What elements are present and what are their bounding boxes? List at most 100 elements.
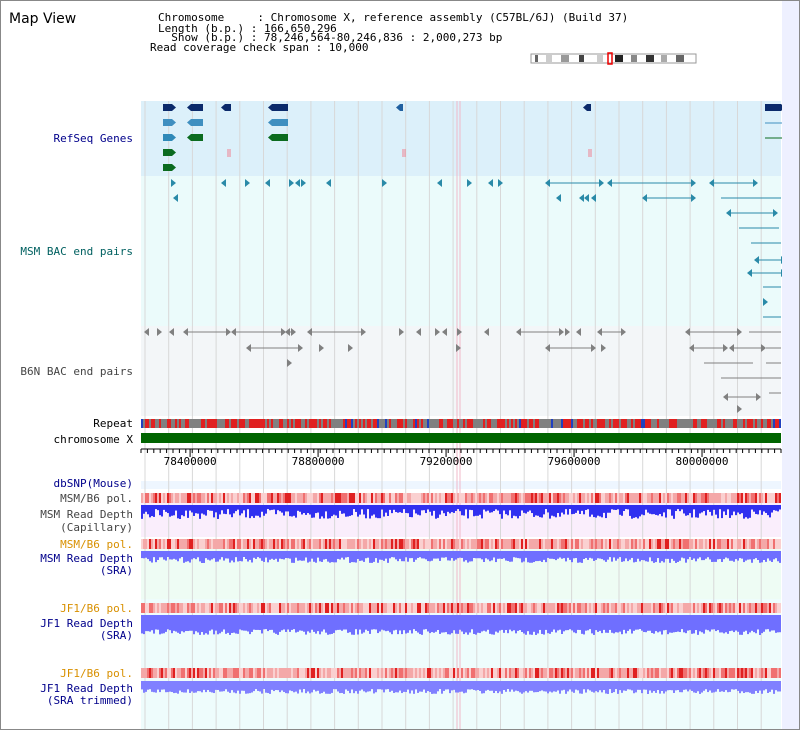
jf1-b6-pol-bar [271,603,273,613]
msm-b6-pol-bar [469,493,471,503]
repeat-element [259,419,261,428]
msm-b6-pol-bar [551,493,553,503]
jf1-sra-depth-bar [255,615,257,630]
jf1-sra-depth-bar [315,615,317,634]
msm-b6-pol-bar [777,493,779,503]
jf1-sra-trim-depth-bar [749,681,751,693]
msm-capillary-depth-bar [615,505,617,510]
repeat-element [313,419,315,428]
jf1-sra-depth-bar [747,615,749,635]
jf1-b6-pol-trim-bar [191,668,193,678]
jf1-b6-pol-trim-bar [639,668,641,678]
jf1-b6-pol-bar [333,603,335,613]
jf1-sra-depth-bar [161,615,163,634]
msm-capillary-depth-bar [415,505,417,514]
jf1-sra-depth-bar [471,615,473,630]
msm-b6-pol-sra-bar [291,539,293,549]
msm-b6-pol-bar [485,493,487,503]
msm-capillary-depth-bar [681,505,683,510]
msm-b6-pol-bar [767,493,769,503]
jf1-b6-pol-trim-bar [365,668,367,678]
msm-b6-pol-sra-bar [363,539,365,549]
jf1-sra-trim-depth-bar [415,681,417,690]
msm-b6-pol-bar [669,493,671,503]
repeat-element [389,419,391,428]
msm-b6-pol-bar [553,493,555,503]
repeat-element [779,419,781,428]
jf1-b6-pol-trim-bar [569,668,571,678]
dbsnp-label[interactable]: dbSNP(Mouse) [53,477,133,490]
msm-bac-end [437,179,442,187]
jf1-b6-pol-trim-bar [591,668,593,678]
msm-capillary-depth-bar [535,505,537,516]
msm-b6-pol-bar [605,493,607,503]
jf1-b6-pol-trim-bar [301,668,303,678]
jf1-b6-pol-trim-bar [251,668,253,678]
msm-capillary-depth-bar [657,505,659,516]
refseq-genes-label[interactable]: RefSeq Genes [53,132,133,145]
msm-capillary-depth-bar [689,505,691,514]
jf1-sra-trim-depth-bar [209,681,211,692]
refseq-gene-arrow [268,104,272,111]
b6n-bac-label[interactable]: B6N BAC end pairs [20,365,133,378]
jf1-sra-trim-depth-bar [671,681,673,691]
repeat-element [767,419,769,428]
msm-bac-label[interactable]: MSM BAC end pairs [20,245,133,258]
jf1-sra-trim-depth-bar [575,681,577,690]
b6n-bac-pair-end [689,344,694,352]
jf1-sra-trim-depth-bar [609,681,611,690]
msm-b6-pol-sra-bar [479,539,481,549]
jf1-sra-depth-bar [613,615,615,634]
refseq-gene-arrow [268,134,272,141]
repeat-element [375,419,377,428]
msm-bac-end [295,179,300,187]
msm-sra-depth-bar [427,551,429,562]
jf1-b6-pol-trim-bar [627,668,629,678]
jf1-sra-trim-depth-bar [657,681,659,691]
jf1-b6-pol-bar [443,603,445,613]
jf1-b6-pol-bar [663,603,665,613]
msm-sra-depth-bar [497,551,499,559]
jf1-b6-pol-bar [553,603,555,613]
repeat-element [209,419,211,428]
jf1-b6-pol-trim-bar [641,668,643,678]
jf1-b6-pol-bar [241,603,243,613]
jf1-sra-depth-bar [573,615,575,633]
jf1-sra-depth-bar [589,615,591,630]
msm-sra-depth-bar [217,551,219,562]
jf1-sra-depth-bar [759,615,761,635]
msm-b6-pol-bar [301,493,303,503]
jf1-sra-depth-bar [495,615,497,632]
jf1-sra-trim-depth-bar [285,681,287,694]
msm-capillary-depth-bar [281,505,283,513]
msm-capillary-depth-bar [257,505,259,516]
msm-sra-depth-bar [469,551,471,562]
msm-b6-pol-sra-bar [627,539,629,549]
jf1-b6-pol-bar [253,603,255,613]
jf1-sra-trim-depth-bar [467,681,469,690]
msm-capillary-depth-bar [559,505,561,517]
jf1-sra-trim-depth-bar [407,681,409,690]
msm-capillary-depth-bar [763,505,765,512]
jf1-sra-depth-bar [343,615,345,630]
jf1-sra-depth-bar [273,615,275,633]
msm-capillary-depth-bar [717,505,719,519]
jf1-b6-pol-trim-bar [743,668,745,678]
jf1-sra-trim-depth-bar [381,681,383,690]
jf1-sra-trim-depth-bar [517,681,519,692]
msm-sra-depth-bar [335,551,337,563]
jf1-b6-pol-trim-bar [377,668,379,678]
jf1-sra-trim-depth-bar [747,681,749,693]
jf1-b6-pol-trim-bar [269,668,271,678]
jf1-sra-depth-bar [183,615,185,633]
msm-capillary-depth-bar [733,505,735,512]
jf1-b6-pol-trim-bar [307,668,309,678]
msm-sra-depth-bar [179,551,181,559]
msm-sra-depth-bar [671,551,673,559]
jf1-b6-pol-trim-bar [389,668,391,678]
jf1-b6-pol-trim-bar [437,668,439,678]
jf1-b6-pol-trim-bar [541,668,543,678]
msm-b6-pol-sra-bar [191,539,193,549]
repeat-element [257,419,259,428]
